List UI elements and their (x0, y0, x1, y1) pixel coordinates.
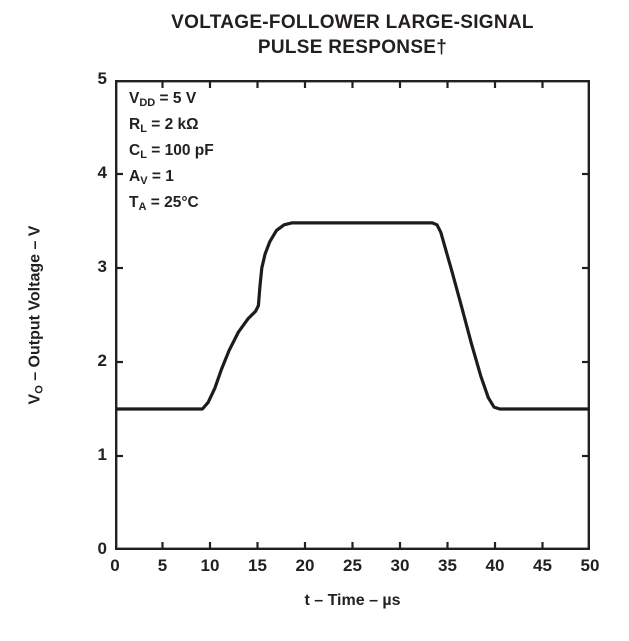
condition-cl: CL = 100 pF (129, 142, 214, 161)
y-tick-label: 2 (97, 351, 107, 370)
x-tick-label: 45 (533, 556, 552, 575)
plot-area: VDD = 5 V RL = 2 kΩ CL = 100 pF AV = 1 T… (115, 80, 590, 550)
y-tick-label: 3 (97, 257, 107, 276)
x-tick-label: 15 (248, 556, 267, 575)
x-tick-label: 10 (200, 556, 220, 575)
y-tick-label: 1 (97, 445, 107, 464)
x-tick-label: 35 (438, 556, 457, 575)
chart-title-line-1: VOLTAGE-FOLLOWER LARGE-SIGNAL (171, 12, 534, 33)
x-tick-label: 40 (485, 556, 505, 575)
plot-canvas (115, 80, 590, 550)
condition-ta: TA = 25°C (129, 194, 199, 213)
y-tick-label: 4 (97, 163, 107, 182)
chart-title-line-2: PULSE RESPONSE† (257, 37, 448, 58)
response-curve (115, 221, 590, 411)
condition-rl: RL = 2 kΩ (129, 116, 199, 135)
x-tick-label: 30 (390, 556, 410, 575)
y-tick-label: 5 (97, 69, 107, 88)
x-tick-label: 20 (295, 556, 315, 575)
condition-av: AV = 1 (129, 168, 174, 187)
x-tick-label: 50 (580, 556, 600, 575)
x-tick-label: 0 (110, 556, 120, 575)
y-axis-label: VO – Output Voltage – V (26, 225, 46, 405)
x-tick-label: 25 (343, 556, 362, 575)
test-conditions: VDD = 5 V RL = 2 kΩ CL = 100 pF AV = 1 T… (129, 88, 214, 218)
x-axis-label: t – Time – µs (304, 592, 401, 609)
y-tick-label: 0 (97, 539, 107, 558)
x-tick-label: 5 (157, 556, 168, 575)
chart-title: VOLTAGE-FOLLOWER LARGE-SIGNAL PULSE RESP… (115, 10, 590, 60)
condition-vdd: VDD = 5 V (129, 90, 197, 109)
